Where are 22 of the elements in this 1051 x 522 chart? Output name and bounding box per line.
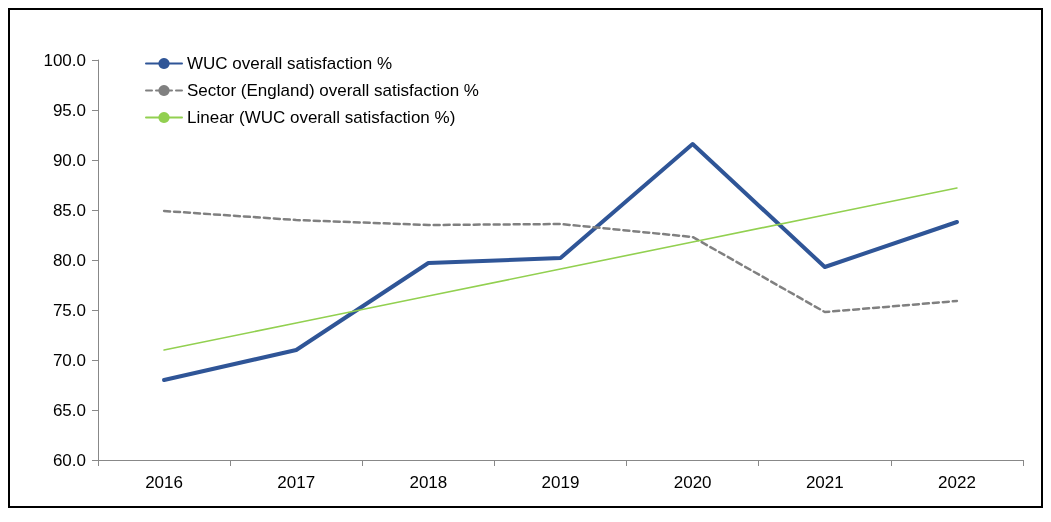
x-tick-label: 2016 — [145, 473, 183, 492]
line-series — [163, 187, 958, 351]
y-tick-label: 100.0 — [43, 50, 86, 70]
line-series — [162, 142, 959, 382]
legend-label: Sector (England) overall satisfaction % — [187, 81, 479, 100]
y-tick-label: 90.0 — [52, 150, 86, 170]
x-tick-label: 2021 — [805, 473, 844, 492]
legend-label: WUC overall satisfaction % — [187, 54, 393, 73]
x-tick-label: 2022 — [938, 473, 976, 492]
x-tick-label: 2017 — [277, 473, 316, 492]
y-tick-label: 85.0 — [52, 200, 86, 220]
y-tick-label: 80.0 — [52, 250, 86, 270]
x-tick-label: 2019 — [541, 473, 580, 492]
legend-label: Linear (WUC overall satisfaction %) — [187, 108, 456, 127]
x-tick-label: 2018 — [409, 473, 448, 492]
y-tick-label: 95.0 — [52, 100, 86, 120]
line-series — [162, 209, 959, 314]
y-tick-label: 60.0 — [52, 450, 86, 470]
y-tick-label: 75.0 — [52, 300, 86, 320]
x-tick-label: 2020 — [673, 473, 712, 492]
y-tick-label: 70.0 — [52, 350, 86, 370]
y-tick-label: 65.0 — [52, 400, 86, 420]
